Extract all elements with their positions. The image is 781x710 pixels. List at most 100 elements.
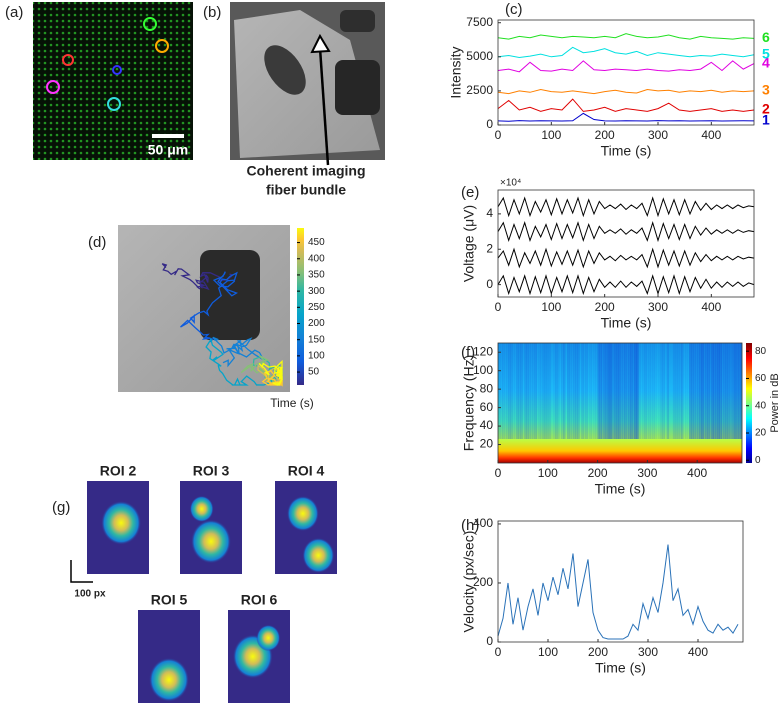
series-line — [497, 196, 755, 218]
panel-label: (a) — [5, 4, 23, 21]
spectrogram-texture — [622, 343, 625, 439]
roi-title: ROI 3 — [193, 463, 230, 479]
spectrogram-texture — [650, 343, 653, 439]
spectrogram-texture — [660, 343, 663, 439]
colorbar-tick-label: 20 — [755, 428, 767, 439]
spectrogram-texture — [607, 343, 611, 439]
spectrogram-texture — [599, 343, 602, 439]
roi-title: ROI 6 — [241, 592, 278, 608]
spectrogram-texture — [611, 343, 615, 439]
roi-circle — [107, 97, 121, 111]
spectrogram-texture — [579, 343, 582, 439]
y-tick-label: 60 — [480, 400, 494, 414]
axis-multiplier: ×10⁴ — [500, 178, 521, 189]
spectrogram-texture — [506, 343, 509, 439]
spectrogram-texture — [733, 343, 737, 439]
spectrogram-texture — [504, 343, 507, 439]
x-tick-label: 0 — [495, 645, 502, 659]
colorbar-tick-label: 60 — [755, 373, 767, 384]
spectrogram-texture — [699, 343, 702, 439]
x-tick-label: 0 — [495, 300, 502, 314]
spectrogram-texture — [538, 343, 541, 439]
x-tick-label: 100 — [538, 645, 558, 659]
panel-b: (b) Coherent imaging fiber bundle — [203, 2, 385, 198]
y-tick-label: 200 — [473, 575, 493, 589]
colorbar-tick-label: 400 — [308, 253, 325, 264]
colorbar-tick-label: 450 — [308, 237, 325, 248]
spectrogram-texture — [707, 343, 710, 439]
spectrogram-texture — [603, 343, 607, 439]
series-line — [497, 60, 755, 73]
y-tick-label: 0 — [486, 634, 493, 648]
spectrogram-texture — [530, 343, 533, 439]
spectrogram-texture — [662, 343, 666, 439]
spectrogram-texture — [617, 343, 621, 439]
y-tick-label: 20 — [480, 437, 494, 451]
roi-circle — [112, 65, 122, 75]
colorbar — [746, 343, 752, 463]
spectrogram-texture — [737, 343, 741, 439]
series-label: 1 — [762, 112, 770, 128]
roi-title: ROI 2 — [100, 463, 137, 479]
series-label: 2 — [762, 101, 770, 117]
spectrogram-texture — [642, 343, 645, 439]
colorbar-tick-label: 350 — [308, 270, 325, 281]
y-axis-label: Frequency (Hz) — [461, 355, 477, 451]
equipment — [335, 60, 380, 115]
spectrogram-texture — [577, 343, 580, 439]
y-tick-label: 100 — [473, 363, 493, 377]
spectrogram-texture — [709, 343, 712, 439]
y-tick-label: 0 — [486, 117, 493, 131]
spectrogram-texture — [624, 343, 627, 439]
roi-blob — [286, 495, 319, 532]
spectrogram-texture — [739, 343, 743, 439]
colorbar-tick-label: 300 — [308, 286, 325, 297]
spectrogram-texture — [569, 343, 572, 439]
scale-label: 100 px — [74, 589, 106, 600]
spectrogram-texture — [554, 343, 558, 439]
spectrogram-texture — [516, 343, 519, 439]
panel-label: (d) — [88, 234, 106, 251]
roi-blob — [101, 500, 142, 545]
spectrogram-texture — [628, 343, 631, 439]
y-tick-label: 40 — [480, 418, 494, 432]
x-tick-label: 300 — [637, 466, 657, 480]
spectrogram-texture — [638, 343, 641, 439]
spectrogram-texture — [636, 343, 639, 439]
panel-label: (h) — [461, 517, 479, 534]
series-line — [497, 544, 739, 640]
panel-d: (d) Time (s) 50 100 150 200 250 300 350 400 450 — [88, 225, 325, 410]
y-tick-label: 4 — [486, 206, 493, 220]
mouse — [264, 45, 306, 95]
roi-title: ROI 4 — [288, 463, 325, 479]
panel-a: (a) 50 μm — [5, 2, 193, 160]
spectrogram-texture — [605, 343, 609, 439]
y-tick-label: 2500 — [466, 83, 493, 97]
annotation: fiber bundle — [266, 182, 346, 198]
spectrogram-texture — [565, 343, 568, 439]
spectrogram-texture — [587, 343, 590, 439]
spectrogram-texture — [717, 343, 720, 439]
spectrogram-texture — [658, 343, 661, 439]
roi-circle — [155, 39, 169, 53]
x-axis-label: Time (s) — [601, 315, 652, 331]
spectrogram-texture — [589, 343, 592, 439]
spectrogram-texture — [727, 343, 731, 439]
scale-bar — [70, 560, 93, 583]
x-axis-label: Time (s) — [595, 481, 646, 497]
x-axis-label: Time (s) — [601, 143, 652, 159]
series-line — [497, 247, 755, 269]
panel-label: (c) — [505, 1, 523, 18]
x-tick-label: 400 — [687, 466, 707, 480]
x-tick-label: 0 — [495, 466, 502, 480]
spectrogram-texture — [595, 343, 598, 439]
spectrogram-texture — [512, 343, 515, 439]
arrow — [318, 47, 330, 166]
colorbar-tick-label: 0 — [755, 455, 761, 466]
spectrogram-texture — [626, 343, 629, 439]
spectrogram-texture — [581, 343, 584, 439]
equipment — [200, 250, 260, 340]
spectrogram-texture — [548, 343, 552, 439]
spectrogram-texture — [713, 343, 716, 439]
spectrogram-texture — [575, 343, 578, 439]
